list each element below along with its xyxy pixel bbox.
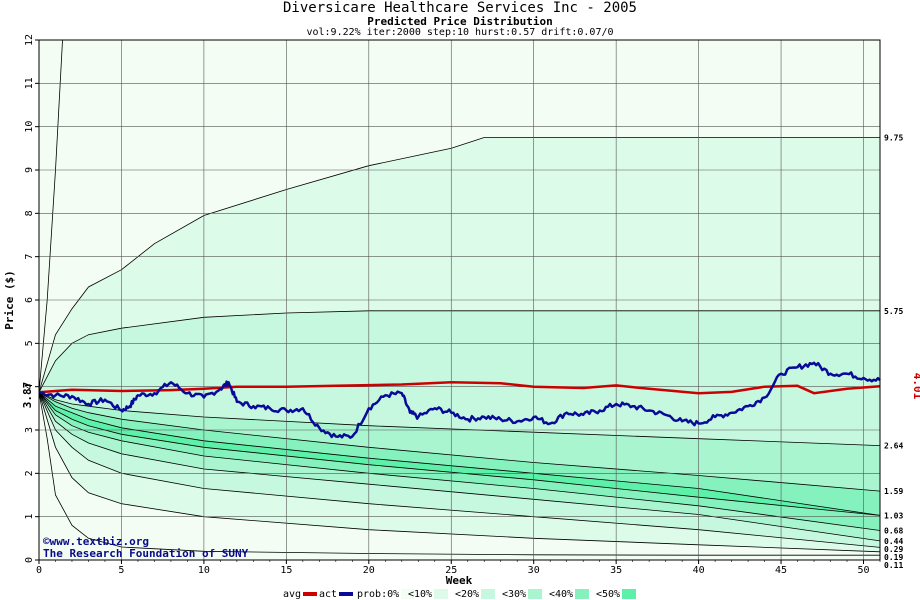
legend-label-3: <10% (408, 589, 432, 600)
legend-swatch-6 (575, 589, 589, 599)
y-tick-label: 7 (24, 254, 35, 260)
y-tick-label: 11 (24, 77, 35, 89)
x-tick-label: 25 (445, 565, 457, 576)
legend-swatch-2 (401, 589, 415, 599)
probability-bands (39, 40, 880, 560)
legend-label-4: <20% (455, 589, 479, 600)
legend-label-0: avg (283, 589, 301, 600)
right-axis-labels: 9.75 5.75 2.64 1.59 1.03 0.680.440.290.190.11 (884, 134, 903, 570)
legend-label-5: <30% (502, 589, 526, 600)
legend-swatch-5 (528, 589, 542, 599)
legend-swatch-3 (434, 589, 448, 599)
x-tick-label: 30 (528, 565, 540, 576)
y-tick-label: 9 (24, 167, 35, 173)
legend-label-6: <40% (549, 589, 573, 600)
right-label: 2.64 (884, 442, 903, 451)
right-label: 9.75 (884, 134, 903, 143)
legend-label-7: <50% (596, 589, 620, 600)
x-tick-label: 40 (693, 565, 705, 576)
x-tick-label: 50 (857, 565, 869, 576)
legend: avg act prob:0% <10% <20% <30% <40% <50% (283, 589, 636, 600)
y-tick-label: 12 (24, 34, 35, 46)
x-tick-label: 5 (118, 565, 124, 576)
right-label: 1.03 (884, 511, 903, 520)
series-avg-line (38, 381, 881, 395)
watermark-line2: The Research Foundation of SUNY (43, 547, 249, 560)
x-axis-label: Week (446, 574, 473, 587)
y-tick-label: 0 (24, 557, 35, 563)
x-tick-label: 10 (198, 565, 210, 576)
watermark-line1: ©www.textbiz.org (43, 535, 149, 548)
right-label: 0.68 (884, 527, 903, 536)
y-tick-label: 3 (24, 427, 35, 433)
legend-swatch-0 (303, 592, 317, 596)
series-lines (38, 361, 881, 439)
y-tick-label: 1 (24, 514, 35, 520)
right-label: 0.11 (884, 561, 903, 570)
x-tick-label: 20 (363, 565, 375, 576)
right-label: 1.59 (884, 487, 903, 496)
start-price-label: 3.87 (21, 382, 34, 409)
y-tick-label: 2 (24, 470, 35, 476)
x-tick-label: 0 (36, 565, 42, 576)
y-tick-label: 6 (24, 297, 35, 303)
right-label: 5.75 (884, 307, 903, 316)
x-tick-label: 45 (775, 565, 787, 576)
legend-swatch-4 (481, 589, 495, 599)
legend-swatch-7 (622, 589, 636, 599)
band-0-upper-edge (39, 40, 63, 393)
y-tick-label: 10 (24, 121, 35, 133)
band-1-upper-edge (39, 137, 880, 393)
right-label: 0.19 (884, 553, 903, 562)
simulation-params: vol:9.22% iter:2000 step:10 hurst:0.57 d… (306, 27, 614, 38)
x-tick-label: 15 (280, 565, 292, 576)
end-price-label: 4.01 (911, 373, 920, 400)
series-act-line (38, 361, 881, 439)
chart-title: Diversicare Healthcare Services Inc - 20… (282, 0, 637, 16)
y-axis-label: Price ($) (3, 270, 16, 330)
legend-swatch-1 (339, 592, 353, 596)
y-tick-label: 5 (24, 340, 35, 346)
y-tick-label: 4 (24, 384, 35, 390)
y-tick-label: 8 (24, 210, 35, 216)
right-label: 0.29 (884, 545, 903, 554)
legend-label-2: prob:0% (357, 589, 399, 600)
right-label: 0.44 (884, 537, 903, 546)
x-tick-label: 35 (610, 565, 622, 576)
legend-label-1: act (319, 589, 337, 600)
chart-subtitle: Predicted Price Distribution (367, 15, 553, 28)
band-4 (39, 392, 880, 531)
